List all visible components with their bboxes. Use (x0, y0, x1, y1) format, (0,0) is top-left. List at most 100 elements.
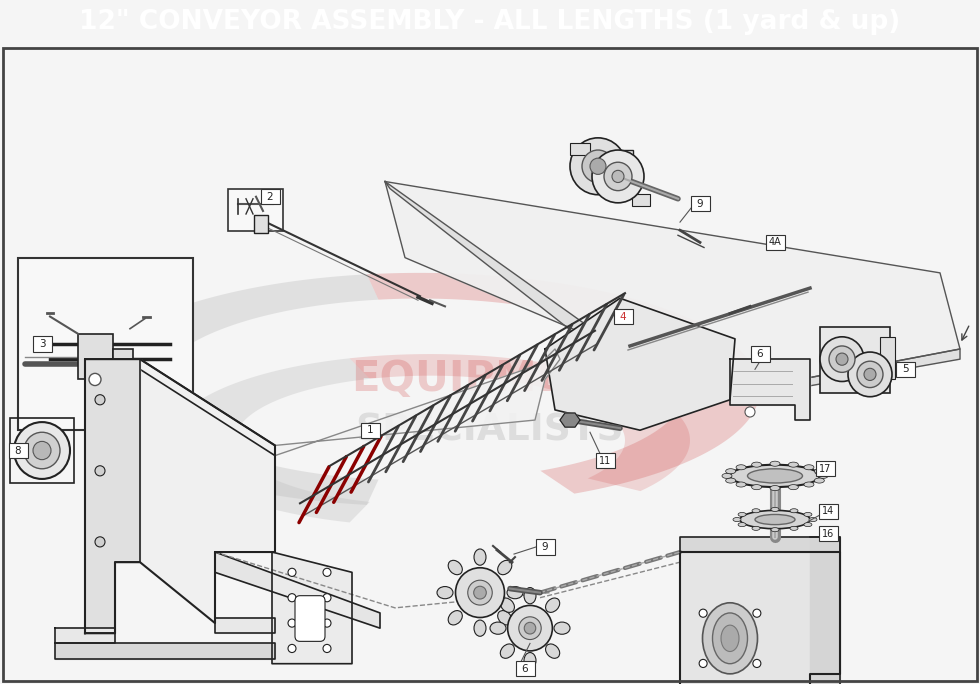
Circle shape (582, 150, 614, 183)
Ellipse shape (752, 462, 761, 467)
Circle shape (699, 609, 708, 617)
FancyBboxPatch shape (596, 453, 614, 469)
Circle shape (518, 617, 541, 640)
Ellipse shape (722, 473, 732, 478)
FancyBboxPatch shape (818, 504, 838, 519)
Polygon shape (85, 359, 275, 633)
FancyBboxPatch shape (515, 661, 534, 676)
Circle shape (24, 432, 60, 469)
Ellipse shape (448, 560, 463, 575)
Polygon shape (560, 413, 580, 427)
Text: 14: 14 (822, 506, 834, 516)
Ellipse shape (752, 509, 760, 513)
Polygon shape (680, 552, 840, 684)
Text: 1: 1 (367, 425, 373, 435)
Polygon shape (545, 298, 735, 430)
Circle shape (524, 622, 536, 634)
FancyBboxPatch shape (613, 309, 632, 324)
Circle shape (570, 138, 626, 195)
Circle shape (848, 352, 892, 397)
Text: 4: 4 (619, 311, 626, 321)
FancyBboxPatch shape (361, 423, 379, 438)
Text: 6: 6 (757, 349, 763, 359)
Ellipse shape (738, 523, 746, 527)
FancyBboxPatch shape (880, 337, 895, 380)
Circle shape (323, 644, 331, 653)
Polygon shape (730, 359, 810, 420)
Polygon shape (385, 181, 960, 388)
Polygon shape (170, 358, 369, 523)
FancyBboxPatch shape (9, 443, 27, 458)
FancyBboxPatch shape (228, 189, 283, 231)
Circle shape (590, 158, 606, 174)
Text: 5: 5 (902, 365, 908, 374)
Polygon shape (80, 274, 378, 505)
Ellipse shape (740, 510, 810, 529)
Polygon shape (385, 181, 960, 380)
Ellipse shape (809, 518, 817, 522)
Circle shape (753, 609, 760, 617)
Ellipse shape (736, 482, 746, 487)
Ellipse shape (788, 462, 799, 467)
Circle shape (95, 395, 105, 405)
Text: 4A: 4A (768, 237, 781, 248)
Ellipse shape (804, 523, 811, 527)
Polygon shape (680, 537, 840, 552)
Circle shape (612, 170, 624, 183)
Circle shape (592, 150, 644, 203)
Circle shape (836, 353, 848, 365)
Ellipse shape (721, 625, 739, 652)
Ellipse shape (771, 527, 779, 531)
Circle shape (508, 605, 553, 651)
Circle shape (323, 568, 331, 577)
Ellipse shape (770, 461, 780, 466)
Ellipse shape (546, 598, 560, 612)
Ellipse shape (507, 587, 523, 598)
Ellipse shape (788, 484, 799, 490)
FancyBboxPatch shape (896, 362, 914, 377)
Circle shape (33, 441, 51, 460)
Ellipse shape (437, 587, 453, 598)
Polygon shape (350, 354, 690, 491)
Ellipse shape (733, 518, 741, 522)
Circle shape (829, 346, 855, 372)
Circle shape (864, 368, 876, 380)
Text: 6: 6 (521, 663, 528, 674)
FancyBboxPatch shape (751, 347, 769, 362)
Text: 3: 3 (38, 339, 45, 349)
Circle shape (288, 568, 296, 577)
Text: 2: 2 (267, 192, 273, 202)
FancyBboxPatch shape (818, 526, 838, 541)
Ellipse shape (474, 620, 486, 636)
Circle shape (89, 373, 101, 386)
FancyBboxPatch shape (820, 327, 890, 393)
Circle shape (288, 594, 296, 602)
Circle shape (857, 361, 883, 388)
Ellipse shape (804, 482, 814, 487)
Ellipse shape (814, 478, 824, 483)
Circle shape (288, 644, 296, 653)
Text: 8: 8 (15, 445, 22, 456)
Ellipse shape (730, 464, 820, 487)
Ellipse shape (554, 622, 570, 634)
FancyBboxPatch shape (78, 334, 113, 380)
Polygon shape (810, 537, 840, 684)
FancyBboxPatch shape (113, 349, 133, 367)
Polygon shape (85, 359, 140, 633)
Ellipse shape (712, 613, 748, 663)
Polygon shape (272, 552, 352, 663)
Circle shape (456, 568, 505, 618)
Text: EQUIPMENT: EQUIPMENT (351, 358, 629, 400)
Ellipse shape (752, 484, 761, 490)
Ellipse shape (725, 469, 736, 474)
Ellipse shape (755, 514, 795, 525)
Text: 12" CONVEYOR ASSEMBLY - ALL LENGTHS (1 yard & up): 12" CONVEYOR ASSEMBLY - ALL LENGTHS (1 y… (79, 9, 901, 36)
Polygon shape (55, 628, 115, 644)
Ellipse shape (703, 603, 758, 674)
Circle shape (467, 580, 492, 605)
Ellipse shape (748, 469, 803, 483)
Ellipse shape (546, 644, 560, 658)
Ellipse shape (498, 560, 512, 575)
Ellipse shape (448, 611, 463, 625)
FancyBboxPatch shape (261, 189, 279, 205)
